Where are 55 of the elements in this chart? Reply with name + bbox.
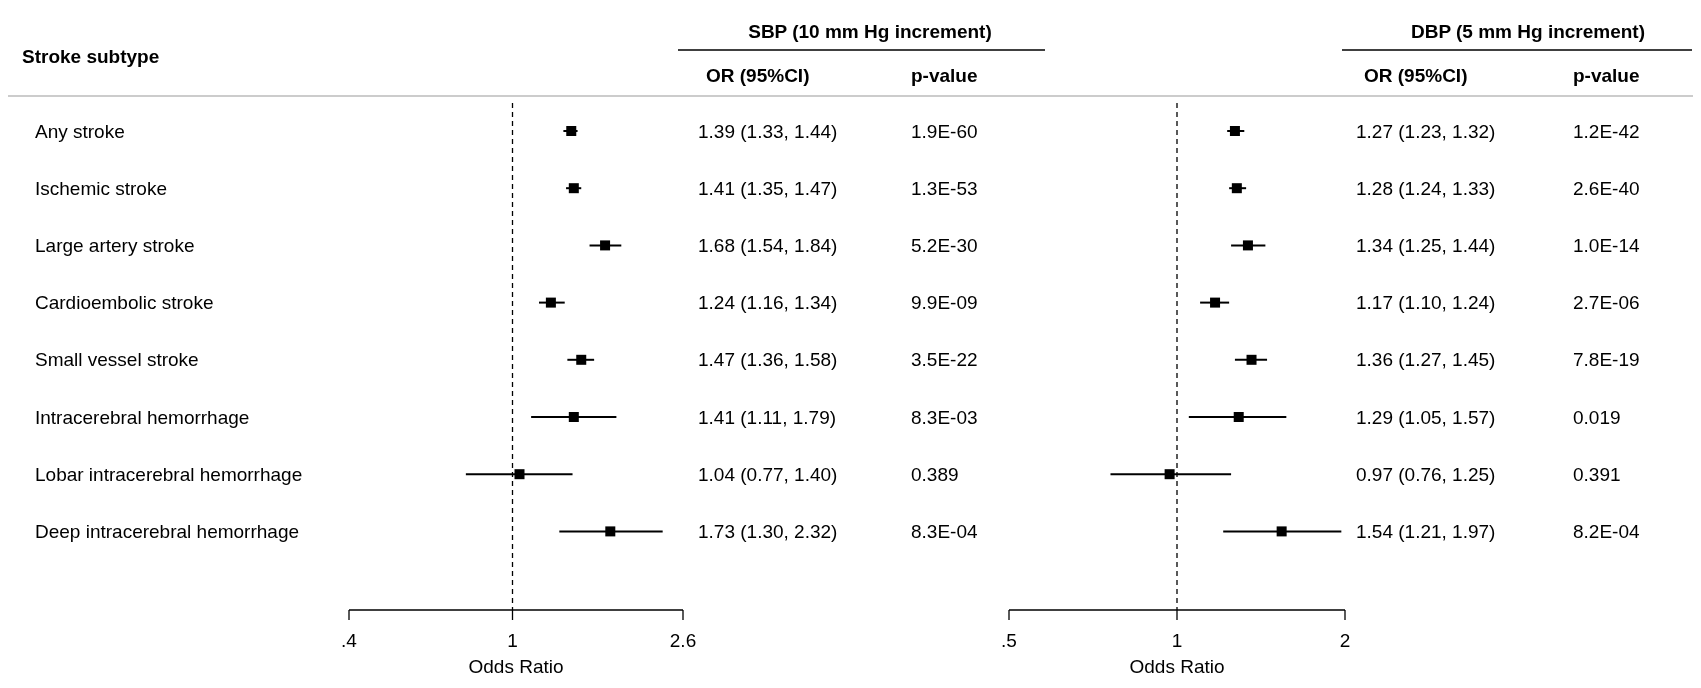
data-label: 1.47 (1.36, 1.58) xyxy=(698,349,838,371)
text: 3.5E-22 xyxy=(911,349,978,371)
data-label: 0.97 (0.76, 1.25) xyxy=(1356,463,1496,485)
text: 0.389 xyxy=(911,463,959,485)
text: 8.3E-03 xyxy=(911,406,978,428)
text: OR (95%CI) xyxy=(1364,65,1468,86)
x-axis-title: Odds Ratio xyxy=(1129,656,1225,677)
text: 9.9E-09 xyxy=(911,292,978,314)
y-tick-label: Any stroke xyxy=(35,120,125,142)
y-tick-label: Intracerebral hemorrhage xyxy=(35,406,250,428)
data-label: 1.54 (1.21, 1.97) xyxy=(1356,521,1496,543)
data-label: 1.73 (1.30, 2.32) xyxy=(698,521,838,543)
x-tick-label: 2.6 xyxy=(669,630,697,651)
x-tick-label: 2 xyxy=(1339,630,1351,651)
text: 0.019 xyxy=(1573,406,1621,428)
y-tick-label: Cardioembolic stroke xyxy=(35,292,214,314)
y-tick-label: Ischemic stroke xyxy=(35,177,167,199)
x-tick-label: .5 xyxy=(1001,630,1017,651)
x-tick-label: 1 xyxy=(1171,630,1183,651)
data-label: 1.36 (1.27, 1.45) xyxy=(1356,349,1496,371)
text: p-value xyxy=(911,65,978,86)
data-label: 1.24 (1.16, 1.34) xyxy=(698,292,838,314)
text: OR (95%CI) xyxy=(706,65,810,86)
x-axis-title: Odds Ratio xyxy=(468,656,564,677)
data-label: 1.29 (1.05, 1.57) xyxy=(1356,406,1496,428)
y-axis-title: Stroke subtype xyxy=(22,46,160,67)
x-tick-label: .4 xyxy=(341,630,358,651)
y-tick-label: Deep intracerebral hemorrhage xyxy=(35,521,300,543)
y-tick-label: Large artery stroke xyxy=(35,235,195,257)
data-label: 1.41 (1.11, 1.79) xyxy=(698,406,837,428)
text: SBP (10 mm Hg increment) xyxy=(748,21,992,42)
text: 1.0E-14 xyxy=(1573,235,1640,257)
text: 8.3E-04 xyxy=(911,521,978,543)
data-label: 1.28 (1.24, 1.33) xyxy=(1356,177,1496,199)
data-label: 1.41 (1.35, 1.47) xyxy=(698,177,838,199)
data-label: 1.34 (1.25, 1.44) xyxy=(1356,235,1496,257)
text: DBP (5 mm Hg increment) xyxy=(1410,21,1646,42)
y-tick-label: Small vessel stroke xyxy=(35,349,199,371)
data-label: 1.39 (1.33, 1.44) xyxy=(698,120,838,142)
text: 1.2E-42 xyxy=(1573,120,1640,142)
text: 2.6E-40 xyxy=(1573,177,1640,199)
text: 1.3E-53 xyxy=(911,177,978,199)
data-label: 1.17 (1.10, 1.24) xyxy=(1356,292,1496,314)
data-label: 1.68 (1.54, 1.84) xyxy=(698,235,838,257)
text: 0.391 xyxy=(1573,463,1621,485)
data-label: 1.04 (0.77, 1.40) xyxy=(698,463,838,485)
text: 2.7E-06 xyxy=(1573,292,1640,314)
text: 5.2E-30 xyxy=(911,235,978,257)
text: p-value xyxy=(1573,65,1640,86)
text: 1.9E-60 xyxy=(911,120,978,142)
text: 7.8E-19 xyxy=(1573,349,1640,371)
x-tick-label: 1 xyxy=(507,630,518,651)
y-tick-label: Lobar intracerebral hemorrhage xyxy=(35,463,303,485)
text: 8.2E-04 xyxy=(1573,521,1640,543)
data-label: 1.27 (1.23, 1.32) xyxy=(1356,120,1496,142)
